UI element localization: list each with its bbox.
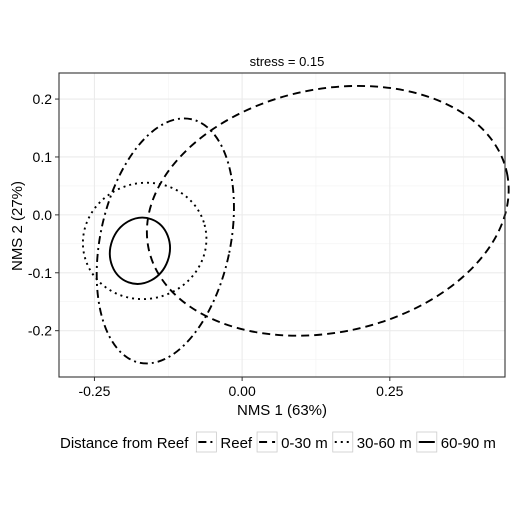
x-tick-label: -0.25 xyxy=(78,383,110,399)
y-tick-label: 0.1 xyxy=(33,149,53,165)
legend-title: Distance from Reef xyxy=(60,435,189,452)
legend-label-0-30-m: 0-30 m xyxy=(281,435,328,452)
panel-border xyxy=(58,72,506,378)
ellipse-reef xyxy=(95,117,235,365)
axis-ticks: -0.25 0.00 0.25 -0.2 -0.1 0.0 0.1 0.2 xyxy=(28,91,404,399)
ellipse-60-90-m xyxy=(108,216,171,285)
ellipse-series xyxy=(81,84,510,365)
y-tick-label: 0.0 xyxy=(33,207,53,223)
y-tick-label: -0.1 xyxy=(28,265,52,281)
ellipse-30-60-m xyxy=(81,181,208,301)
y-tick-label: 0.2 xyxy=(33,91,53,107)
legend-label-60-90-m: 60-90 m xyxy=(441,435,496,452)
ellipse-0-30-m xyxy=(145,84,510,337)
y-axis-label: NMS 2 (27%) xyxy=(9,181,26,271)
grid-lines xyxy=(59,73,505,377)
x-tick-label: 0.00 xyxy=(229,383,256,399)
x-axis-label: NMS 1 (63%) xyxy=(237,402,327,419)
x-tick-label: 0.25 xyxy=(376,383,403,399)
y-tick-label: -0.2 xyxy=(28,323,52,339)
legend: Distance from Reef Reef 0-30 m 30-60 m 60-9… xyxy=(60,431,496,453)
legend-label-30-60-m: 30-60 m xyxy=(357,435,412,452)
legend-label-reef: Reef xyxy=(220,435,253,452)
chart-title: stress = 0.15 xyxy=(250,54,325,69)
